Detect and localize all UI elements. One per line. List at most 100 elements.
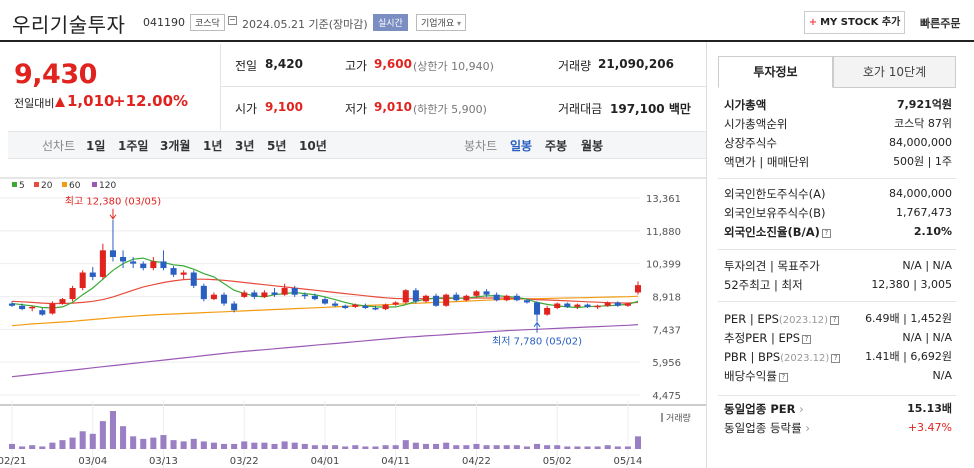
tab-invest-info[interactable]: 투자정보	[718, 56, 833, 88]
period-bar	[8, 131, 706, 159]
help-icon[interactable]: ?	[821, 229, 831, 238]
volume-bar	[483, 445, 490, 449]
high-value: 9,600	[374, 57, 412, 71]
realtime-button[interactable]: 실시간	[373, 14, 408, 31]
period-1w[interactable]: 1주일	[118, 139, 149, 153]
low-annotation: 최저 7,780 (05/02)	[492, 336, 582, 348]
candle-body	[493, 294, 500, 301]
period-5y[interactable]: 5년	[267, 139, 287, 153]
candle-body	[321, 299, 329, 304]
volume-bar	[564, 446, 571, 449]
candle-weekly[interactable]: 주봉	[545, 139, 568, 153]
volume-bar	[433, 443, 440, 449]
period-1y[interactable]: 1년	[203, 139, 223, 153]
candle-body	[624, 303, 631, 306]
candle-body	[19, 305, 26, 310]
volume-bar	[372, 446, 379, 449]
info-row-key: 추정PER | EPS	[724, 331, 801, 345]
info-row: 외국인한도주식수(A) 84,000,000	[724, 185, 952, 203]
candle-body	[231, 303, 238, 311]
divider	[718, 178, 956, 179]
volume-bar	[29, 445, 36, 449]
legend-swatch	[92, 182, 97, 187]
candle-body	[99, 250, 106, 277]
candle-body	[150, 261, 157, 269]
stock-code: 041190	[143, 16, 185, 29]
info-row: 외국인보유주식수(B) 1,767,473	[724, 204, 952, 222]
candle-body	[412, 290, 419, 302]
info-row-value: 2.10%	[913, 225, 952, 238]
volume-bar	[342, 446, 349, 449]
candle-body	[443, 294, 450, 306]
candle-body	[503, 295, 510, 301]
candle-body	[483, 291, 490, 295]
candle-body	[251, 292, 258, 297]
divider	[220, 44, 221, 130]
info-row: 투자의견 | 목표주가 N/A | N/A	[724, 257, 952, 275]
candle-monthly[interactable]: 월봉	[581, 139, 604, 153]
volume-legend-mark	[661, 413, 663, 422]
y-tick-label: 13,361	[646, 194, 681, 205]
volume-bar	[634, 436, 642, 449]
volume-bar	[443, 442, 450, 449]
period-10y[interactable]: 10년	[299, 139, 327, 153]
info-row: 52주최고 | 최저 12,380 | 3,005	[724, 276, 952, 294]
info-row-key: PER | EPS	[724, 312, 779, 326]
candle-body	[79, 272, 86, 289]
candle-body	[170, 268, 177, 275]
help-icon[interactable]: ?	[830, 316, 840, 325]
info-row-label: 동일업종 PER ›	[724, 400, 804, 418]
candle-body	[342, 305, 349, 308]
volume-bar	[503, 445, 510, 449]
y-tick-label: 4,475	[652, 391, 681, 402]
volume-bar	[544, 445, 551, 449]
candle-body	[513, 295, 520, 301]
my-stock-add-button[interactable]: + MY STOCK 추가	[804, 11, 905, 34]
candle-body	[120, 256, 127, 262]
volume-bar	[493, 445, 500, 449]
candle-body	[271, 292, 278, 295]
candle-daily[interactable]: 일봉	[510, 139, 533, 153]
x-tick-label: 05/14	[613, 456, 642, 467]
candle-body	[332, 303, 339, 306]
chevron-right-icon[interactable]: ›	[801, 421, 810, 435]
price-chart[interactable]: 5 20 60 120 13,361 11,880 10,399 8,918 7,437 5,95…	[0, 175, 706, 468]
help-icon[interactable]: ?	[831, 354, 841, 363]
info-row-value: +3.47%	[907, 421, 952, 434]
info-row-key: 외국인보유주식수(B)	[724, 206, 826, 220]
high-arrow-head	[109, 214, 117, 220]
volume-bar	[261, 442, 268, 449]
period-1d[interactable]: 1일	[86, 139, 106, 153]
info-row-label: PBR | BPS(2023.12)?	[724, 348, 841, 368]
info-row-label: 동일업종 등락률 ›	[724, 419, 810, 437]
period-3m[interactable]: 3개월	[160, 139, 191, 153]
chevron-right-icon[interactable]: ›	[795, 402, 804, 416]
volume-bar	[210, 442, 217, 449]
quick-order-link[interactable]: 빠른주문	[920, 17, 961, 30]
tab-orderbook[interactable]: 호가 10단계	[833, 56, 956, 88]
volume-label: 거래량	[666, 412, 691, 424]
corp-overview-dropdown[interactable]: 기업개요 ▾	[416, 14, 467, 31]
volume-bar	[180, 441, 187, 449]
open-label: 시가	[235, 102, 258, 116]
volume-bar	[392, 445, 399, 449]
calendar-icon	[228, 16, 237, 25]
help-icon[interactable]: ?	[778, 373, 788, 382]
divider	[833, 87, 956, 88]
stock-name: 우리기술투자	[12, 13, 126, 37]
info-row-key: 외국인한도주식수(A)	[724, 187, 826, 201]
volume-bar	[332, 445, 339, 449]
candle-body	[362, 305, 369, 308]
x-tick-label: 04/01	[311, 456, 340, 467]
volume-bar	[301, 443, 308, 449]
help-icon[interactable]: ?	[802, 335, 812, 344]
info-row-value: 15.13배	[907, 402, 952, 415]
info-row-key: 액면가 | 매매단위	[724, 155, 810, 169]
legend-label: 20	[41, 181, 53, 191]
current-price: 9,430	[14, 59, 97, 90]
volume-bar	[523, 446, 530, 449]
volume-bar	[150, 437, 157, 449]
candle-body	[453, 294, 460, 301]
period-3y[interactable]: 3년	[235, 139, 255, 153]
candle-body	[210, 294, 217, 300]
